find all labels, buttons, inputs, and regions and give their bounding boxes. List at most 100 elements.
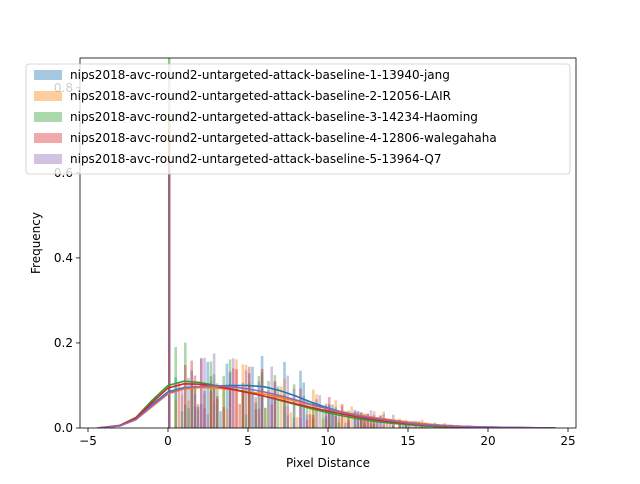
bars-series-1 — [174, 356, 488, 428]
histogram-bar — [376, 418, 379, 428]
histogram-bar — [257, 408, 261, 428]
histogram-bar — [206, 361, 209, 428]
histogram-bar — [228, 372, 232, 428]
histogram-bar — [270, 404, 273, 428]
y-tick-label: 0.4 — [54, 251, 73, 265]
histogram-bar — [283, 361, 286, 428]
histogram-bar — [244, 370, 248, 428]
histogram-bar — [308, 414, 312, 428]
y-axis-label: Frequency — [29, 212, 43, 274]
histogram-bar — [209, 376, 213, 428]
histogram-bar — [273, 375, 277, 428]
histogram-bar — [248, 366, 251, 428]
histogram-bar — [296, 417, 299, 428]
x-axis-ticks: −5 0 5 10 15 20 25 — [79, 428, 576, 448]
histogram-bar — [257, 376, 261, 428]
histogram-bar — [347, 420, 350, 428]
histogram-bar — [401, 423, 405, 428]
histogram-bar — [369, 423, 373, 428]
histogram-bar — [174, 399, 177, 428]
legend-label-3: nips2018-avc-round2-untargeted-attack-ba… — [70, 110, 478, 124]
histogram-bar — [196, 409, 200, 428]
histogram-bar — [328, 404, 331, 428]
histogram-bar — [267, 390, 270, 428]
histogram-bar — [273, 381, 277, 428]
legend: nips2018-avc-round2-untargeted-attack-ba… — [25, 63, 571, 175]
histogram-bar — [254, 402, 257, 428]
histogram-bar — [238, 403, 241, 428]
histogram-bar — [193, 375, 197, 428]
legend-swatch-2 — [34, 91, 62, 101]
histogram-bar — [212, 384, 216, 428]
legend-swatch-4 — [34, 133, 62, 143]
histogram-bar — [193, 387, 197, 428]
histogram-bar — [372, 419, 376, 428]
x-tick-label: 5 — [244, 434, 252, 448]
histogram-bar — [273, 388, 277, 428]
histogram-bar — [315, 399, 318, 428]
histogram-bar — [257, 381, 261, 428]
histogram-bar — [222, 376, 225, 428]
histogram-bar — [401, 425, 405, 428]
histogram-bar — [190, 383, 193, 428]
histogram-bar — [334, 416, 337, 428]
histogram-bar — [241, 382, 245, 428]
kde-line-5 — [97, 385, 556, 428]
histogram-bar — [360, 417, 363, 428]
histogram-bar — [248, 373, 251, 428]
histogram-bar — [337, 422, 341, 428]
histogram-bar — [315, 394, 318, 428]
histogram-bar — [337, 418, 341, 428]
y-tick-label: 0.0 — [54, 421, 73, 435]
histogram-bar — [196, 404, 200, 428]
histogram-bar — [312, 415, 315, 428]
histogram-bar — [363, 413, 366, 428]
legend-label-5: nips2018-avc-round2-untargeted-attack-ba… — [70, 152, 441, 166]
histogram-bar — [305, 414, 309, 428]
histogram-bar — [388, 423, 392, 428]
histogram-bar — [174, 377, 177, 428]
histogram-bar — [299, 418, 302, 428]
histogram-bar — [190, 370, 193, 428]
histogram-bar — [331, 412, 334, 428]
x-tick-label: 20 — [480, 434, 495, 448]
histogram-bar — [248, 381, 251, 428]
histogram-bar — [187, 400, 190, 428]
histogram-bar — [254, 409, 257, 428]
histogram-bar — [209, 391, 213, 428]
histogram-bar — [363, 424, 366, 428]
histogram-bar — [251, 391, 254, 428]
histogram-bar — [398, 422, 401, 428]
histogram-bar — [200, 404, 203, 428]
histogram-bar — [228, 359, 232, 428]
histogram-bar — [305, 400, 309, 428]
histogram-bar — [187, 408, 190, 428]
histogram-bar — [177, 383, 181, 428]
x-tick-label: 25 — [560, 434, 575, 448]
histogram-bar — [369, 418, 373, 428]
zero-spike-bar-5 — [168, 172, 171, 428]
histogram-bar — [289, 412, 293, 428]
histogram-bar — [232, 358, 235, 428]
histogram-bar — [321, 418, 325, 428]
zero-spikes — [168, 58, 171, 428]
histogram-bar — [260, 372, 264, 428]
legend-swatch-1 — [34, 70, 62, 80]
histogram-bar — [193, 393, 197, 428]
histogram-bar — [228, 383, 232, 428]
histogram-bar — [241, 364, 245, 428]
x-tick-label: 10 — [320, 434, 335, 448]
histogram-bar — [273, 382, 277, 428]
x-axis-label: Pixel Distance — [286, 456, 370, 470]
histogram-bar — [225, 363, 229, 428]
histogram-bar — [203, 408, 206, 428]
histogram-bar — [392, 425, 395, 428]
histogram-bar — [260, 368, 264, 428]
histogram-bar — [260, 389, 264, 428]
legend-label-1: nips2018-avc-round2-untargeted-attack-ba… — [70, 68, 450, 82]
histogram-bar — [356, 413, 360, 428]
histogram-bar — [392, 421, 395, 428]
histogram-bar — [222, 385, 225, 428]
